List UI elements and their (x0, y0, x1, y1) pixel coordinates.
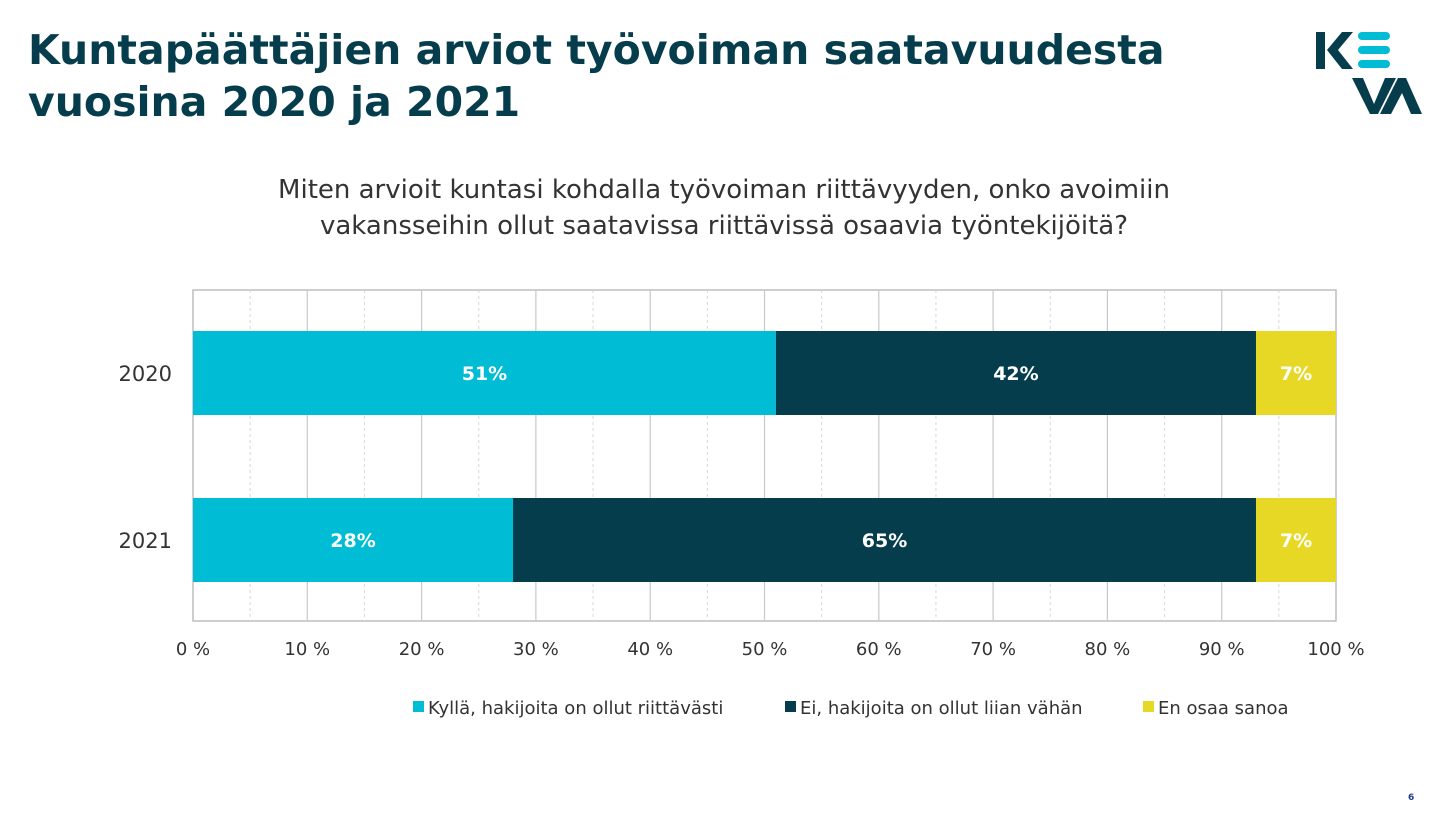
legend-label: Kyllä, hakijoita on ollut riittävästi (428, 698, 723, 719)
survey-question-line-1: Miten arvioit kuntasi kohdalla työvoiman… (278, 175, 1170, 205)
x-tick-label: 60 % (856, 639, 902, 660)
legend-label: En osaa sanoa (1158, 698, 1289, 719)
slide-title: Kuntapäättäjien arviot työvoiman saatavu… (28, 24, 1248, 128)
data-label: 51% (462, 363, 507, 385)
slide-title-line-2: vuosina 2020 ja 2021 (28, 78, 521, 126)
x-tick-label: 70 % (970, 639, 1016, 660)
category-label: 2020 (119, 362, 172, 386)
x-tick-label: 80 % (1085, 639, 1131, 660)
x-tick-label: 10 % (284, 639, 330, 660)
survey-question-line-2: vakansseihin ollut saatavissa riittäviss… (319, 211, 1129, 241)
data-label: 65% (862, 530, 907, 552)
x-tick-label: 90 % (1199, 639, 1245, 660)
x-tick-label: 20 % (399, 639, 445, 660)
x-tick-label: 100 % (1307, 639, 1364, 660)
bar-segment (1255, 331, 1336, 415)
x-tick-label: 0 % (176, 639, 210, 660)
data-label: 42% (993, 363, 1038, 385)
data-label: 28% (330, 530, 375, 552)
bar-segment (775, 331, 1256, 415)
x-tick-label: 30 % (513, 639, 559, 660)
page-number: 6 (1408, 793, 1415, 803)
data-label: 7% (1280, 530, 1312, 552)
x-tick-label: 50 % (742, 639, 788, 660)
keva-logo (1316, 32, 1422, 114)
legend-swatch (785, 701, 796, 712)
survey-question: Miten arvioit kuntasi kohdalla työvoiman… (200, 172, 1248, 244)
legend-label: Ei, hakijoita on ollut liian vähän (800, 698, 1083, 719)
bar-segment (193, 331, 776, 415)
legend-swatch (413, 701, 424, 712)
legend-swatch (1143, 701, 1154, 712)
bar-segment (513, 498, 1256, 582)
bar-segment (1255, 498, 1336, 582)
data-label: 7% (1280, 363, 1312, 385)
category-label: 2021 (119, 529, 172, 553)
bar-segment (193, 498, 514, 582)
x-tick-label: 40 % (627, 639, 673, 660)
slide-title-line-1: Kuntapäättäjien arviot työvoiman saatavu… (28, 26, 1165, 74)
